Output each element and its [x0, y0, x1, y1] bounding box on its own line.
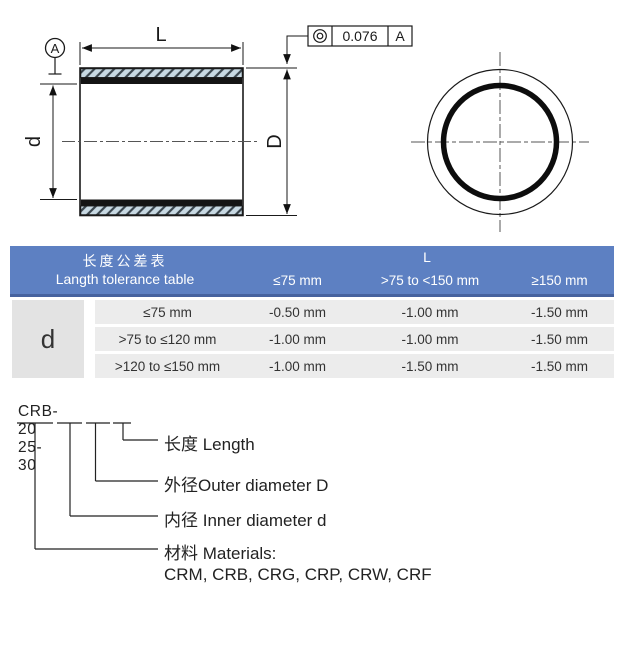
d-range: >75 to ≤120 mm [118, 331, 217, 347]
legend-label-inner-diameter: 内径 Inner diameter d [164, 511, 327, 530]
table-body: d ≤75 mm -0.50 mm -1.00 mm -1.50 mm >75 … [10, 300, 614, 378]
feature-control-frame: 0.076 A [283, 25, 413, 64]
tolerance-cell: -1.50 mm [401, 358, 459, 374]
tolerance-cell: -1.00 mm [401, 331, 459, 347]
datum-A-symbol: A [44, 37, 66, 75]
liner-ring [440, 82, 560, 202]
table-title-cell: 长度公差表 Langth tolerance table [10, 246, 240, 294]
side-section-view [62, 67, 259, 217]
dimension-d: d [23, 83, 77, 200]
outer-diameter-circle [426, 68, 574, 216]
table-row: >75 to ≤120 mm -1.00 mm -1.00 mm -1.50 m… [95, 327, 614, 351]
legend-leader-lines [17, 422, 158, 550]
technical-drawing: L A d D [23, 24, 589, 232]
table-title-zh: 长度公差表 [82, 252, 168, 269]
tolerance-cell: -1.50 mm [530, 331, 588, 347]
legend-label-materials: 材料 Materials: [164, 544, 277, 563]
bottom-liner-band [80, 199, 243, 206]
table-L-header-group: L ≤75 mm >75 to <150 mm ≥150 mm [240, 246, 614, 294]
tolerance-cell: -1.50 mm [530, 358, 588, 374]
materials-list: CRM, CRB, CRG, CRP, CRW, CRF [164, 565, 432, 584]
tolerance-cell: -0.50 mm [268, 304, 326, 320]
tolerance-table: 长度公差表 Langth tolerance table L ≤75 mm >7… [10, 246, 614, 381]
tolerance-cell: -1.00 mm [401, 304, 459, 320]
column-header-L2: >75 to <150 mm [380, 272, 480, 288]
dim-label-d: d [23, 136, 45, 147]
dim-label-D: D [264, 134, 286, 148]
top-wall-hatch [80, 68, 243, 78]
tolerance-value: 0.076 [342, 28, 377, 44]
bottom-wall-hatch [80, 205, 243, 216]
table-title-en: Langth tolerance table [55, 271, 195, 287]
datum-label: A [51, 41, 60, 56]
dimension-D: D [246, 67, 297, 216]
legend-label-outer-diameter: 外径Outer diameter D [164, 476, 329, 495]
legend-label-length: 长度 Length [164, 435, 255, 454]
top-liner-band [80, 77, 243, 84]
tolerance-datum: A [395, 28, 405, 44]
front-view [411, 52, 589, 232]
table-header: 长度公差表 Langth tolerance table L ≤75 mm >7… [10, 246, 614, 297]
column-header-L1: ≤75 mm [273, 272, 322, 288]
column-header-L3: ≥150 mm [531, 272, 588, 288]
tolerance-cell: -1.00 mm [268, 331, 326, 347]
tolerance-cell: -1.50 mm [530, 304, 588, 320]
tolerance-cell: -1.00 mm [268, 358, 326, 374]
dim-label-L: L [155, 24, 166, 46]
d-range: >120 to ≤150 mm [114, 358, 221, 374]
d-range: ≤75 mm [143, 304, 192, 320]
part-number: CRB-20 25-30 [18, 403, 59, 474]
column-group-L: L [423, 249, 431, 265]
concentricity-icon [313, 29, 327, 43]
fcf-leader [283, 35, 308, 64]
table-row: >120 to ≤150 mm -1.00 mm -1.50 mm -1.50 … [95, 354, 614, 378]
row-group-label-d: d [12, 300, 84, 378]
dimension-L: L [79, 24, 244, 65]
table-row: ≤75 mm -0.50 mm -1.00 mm -1.50 mm [95, 300, 614, 324]
